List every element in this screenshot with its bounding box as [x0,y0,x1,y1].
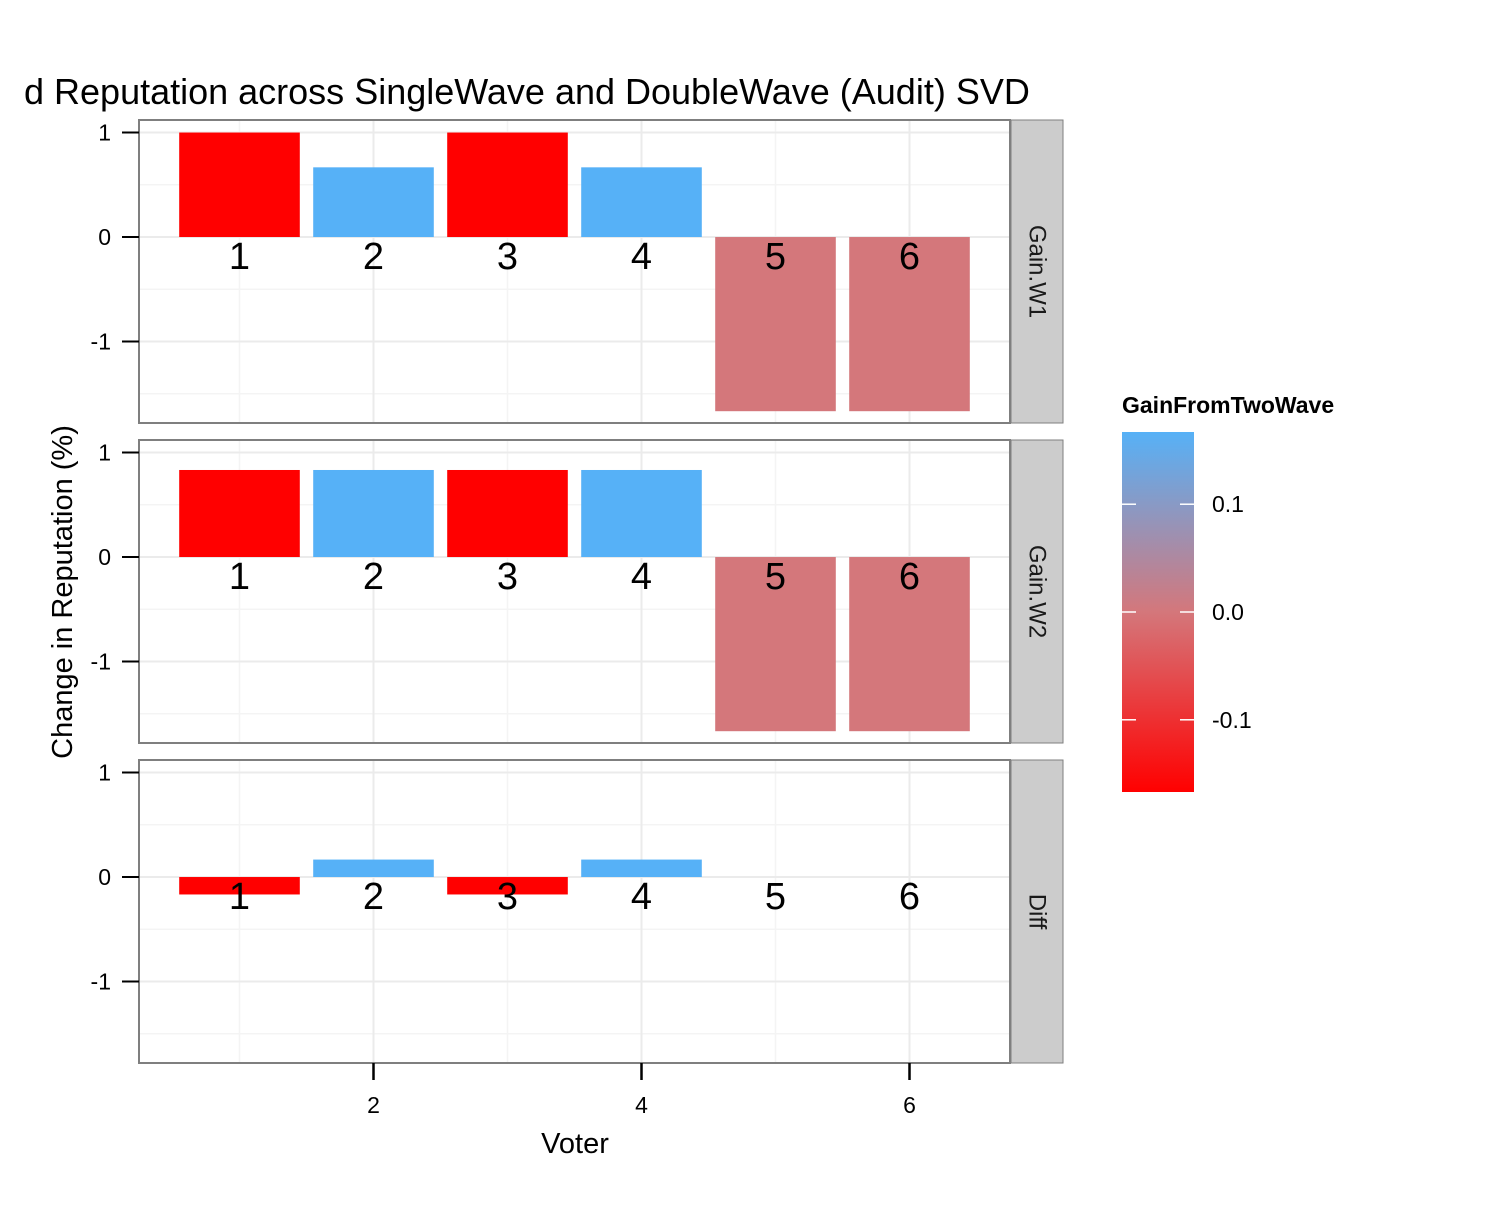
legend-break-label: 0.1 [1212,491,1244,517]
y-tick-label: 1 [98,760,111,786]
y-tick-label: 1 [98,440,111,466]
bar-voter-4 [581,167,702,238]
bar-voter-5 [715,237,836,412]
facet-strip [1010,119,1064,424]
bar-label: 5 [765,556,786,598]
facet-panels: 1 2 3 4 5 6 Gain.W1 1 0 -1 1 2 3 4 5 6 Gain.W2 1 0 -1 1 2 3 4 5 6… [91,119,1064,1064]
x-tick-label: 4 [635,1092,648,1118]
y-axis-label: Change in Reputation (%) [47,425,79,759]
bar-voter-4 [581,469,702,558]
y-tick-label: -1 [91,969,111,995]
facet-panel-3: 1 2 3 4 5 6 Diff 1 0 -1 [91,759,1064,1064]
facet-strip [1010,759,1064,1064]
bar-voter-4 [581,859,702,878]
bar-label: 3 [497,236,518,278]
bar-label: 6 [899,556,920,598]
x-tick-label: 6 [903,1092,916,1118]
bar-label: 2 [363,556,384,598]
y-tick-label: -1 [91,329,111,355]
facet-strip [1010,439,1064,744]
bar-label: 1 [229,236,250,278]
bar-label: 6 [899,876,920,918]
bar-label: 5 [765,236,786,278]
facet-strip-label: Gain.W2 [1024,545,1051,638]
panel-border [138,759,1011,1064]
x-axis: 2 4 6 [367,1063,916,1118]
bar-voter-3 [447,877,568,895]
legend: GainFromTwoWave 0.1 0.0 -0.1 [1122,392,1334,792]
bar-label: 4 [631,876,652,918]
bar-label: 3 [497,556,518,598]
facet-panel-1: 1 2 3 4 5 6 Gain.W1 1 0 -1 [91,119,1064,424]
bar-voter-6 [849,237,970,412]
bar-label: 1 [229,556,250,598]
panel-border [138,119,1011,424]
y-tick-label: 0 [98,224,111,250]
bar-voter-3 [447,469,568,558]
bar-voter-6 [849,557,970,732]
legend-break-label: -0.1 [1212,707,1252,733]
bar-label: 4 [631,556,652,598]
bar-label: 2 [363,236,384,278]
bar-voter-3 [447,132,568,238]
bar-voter-1 [179,469,300,558]
bar-voter-5 [715,557,836,732]
facet-strip-label: Gain.W1 [1024,225,1051,318]
bar-voter-1 [179,877,300,895]
bar-voter-2 [313,469,434,558]
bar-voter-1 [179,132,300,238]
y-tick-label: 1 [98,120,111,146]
facet-panel-2: 1 2 3 4 5 6 Gain.W2 1 0 -1 [91,439,1064,744]
chart-title: d Reputation across SingleWave and Doubl… [24,71,1030,112]
bar-label: 4 [631,236,652,278]
legend-title: GainFromTwoWave [1122,392,1334,418]
bar-label: 1 [229,876,250,918]
panel-border [138,439,1011,744]
x-axis-label: Voter [541,1128,609,1160]
legend-breaks: 0.1 0.0 -0.1 [1122,491,1252,733]
y-tick-label: -1 [91,649,111,675]
y-tick-label: 0 [98,864,111,890]
legend-break-label: 0.0 [1212,599,1244,625]
bar-voter-2 [313,167,434,238]
x-tick-label: 2 [367,1092,380,1118]
y-tick-label: 0 [98,544,111,570]
bar-label: 6 [899,236,920,278]
bar-label: 3 [497,876,518,918]
panel-background [139,760,1010,1063]
bar-label: 5 [765,876,786,918]
facet-strip-label: Diff [1024,894,1051,930]
bar-voter-2 [313,859,434,878]
bar-label: 2 [363,876,384,918]
